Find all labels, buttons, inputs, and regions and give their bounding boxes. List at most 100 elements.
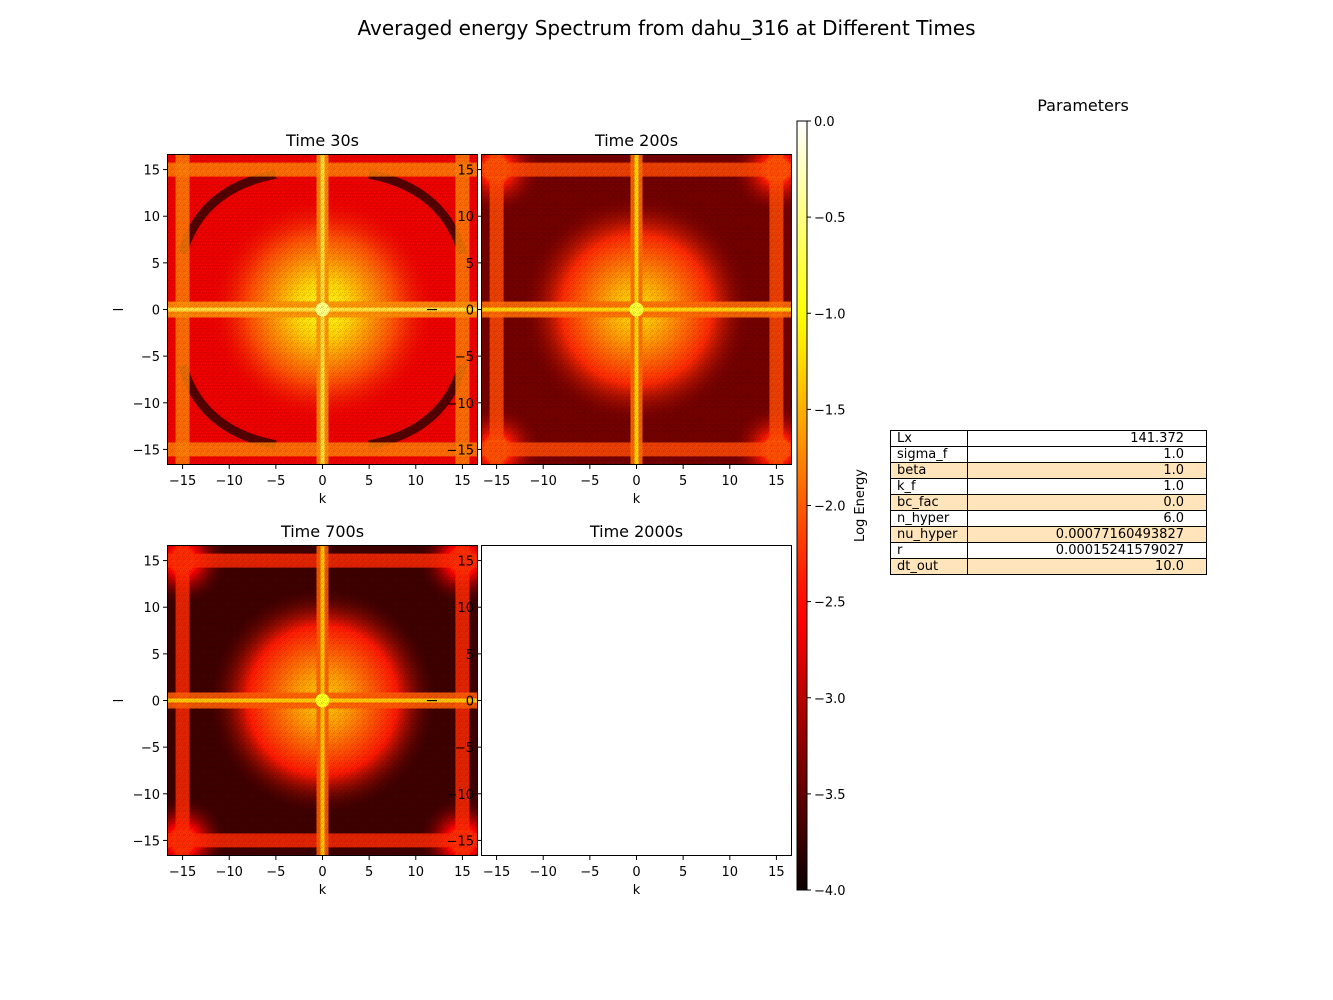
parameters-table: Lx 141.372 sigma_f 1.0 beta 1.0 k_f 1.0 bc_fac 0.…	[890, 430, 1207, 575]
y-tick-label: −15	[133, 443, 160, 458]
x-tick-label: 15	[454, 474, 471, 489]
x-tick-label: −15	[483, 865, 510, 880]
empty-panel	[481, 545, 792, 856]
parameter-name: beta	[890, 462, 968, 479]
x-tick-label: −10	[529, 865, 556, 880]
y-tick-label: −5	[141, 741, 160, 756]
parameter-row: r 0.00015241579027	[890, 542, 1207, 559]
y-tick-label: 15	[143, 164, 160, 179]
x-tick-label: 5	[365, 865, 373, 880]
y-tick-label: 15	[457, 164, 474, 179]
parameter-name: n_hyper	[890, 510, 968, 527]
heatmap-panel-2	[481, 154, 792, 465]
colorbar	[796, 120, 808, 891]
figure-title: Averaged energy Spectrum from dahu_316 a…	[357, 16, 976, 40]
y-tick-label: 10	[143, 210, 160, 225]
y-tick-label: −5	[455, 350, 474, 365]
panel-title: Time 2000s	[589, 522, 683, 541]
x-axis-label: k	[319, 883, 327, 898]
parameter-name: sigma_f	[890, 446, 968, 463]
parameter-name: bc_fac	[890, 494, 968, 511]
parameter-row: dt_out 10.0	[890, 558, 1207, 575]
parameter-row: sigma_f 1.0	[890, 446, 1207, 463]
y-tick-label: 0	[152, 695, 160, 710]
y-axis-label: l	[426, 308, 441, 312]
colorbar-tick-label: −0.5	[814, 211, 846, 226]
x-tick-label: 0	[632, 865, 640, 880]
x-tick-label: −15	[169, 474, 196, 489]
colorbar-tick-label: −3.0	[814, 692, 846, 707]
parameter-row: n_hyper 6.0	[890, 510, 1207, 527]
parameter-value: 6.0	[967, 510, 1207, 527]
panel-title: Time 700s	[280, 522, 364, 541]
y-tick-label: −15	[447, 443, 474, 458]
colorbar-tick-label: −1.5	[814, 403, 846, 418]
x-tick-label: −15	[483, 474, 510, 489]
parameter-value: 0.00077160493827	[967, 526, 1207, 543]
heatmap-panel-3	[167, 545, 478, 856]
x-tick-label: 10	[722, 474, 739, 489]
x-tick-label: 5	[679, 865, 687, 880]
panel-title: Time 30s	[285, 131, 359, 150]
parameter-value: 0.00015241579027	[967, 542, 1207, 559]
colorbar-label: Log Energy	[853, 469, 868, 542]
x-tick-label: −15	[169, 865, 196, 880]
x-tick-label: 15	[768, 474, 785, 489]
parameter-name: k_f	[890, 478, 968, 495]
noise-texture	[167, 545, 478, 856]
panel-frame	[481, 545, 792, 856]
colorbar-tick-label: −2.5	[814, 596, 846, 611]
y-tick-label: 0	[152, 304, 160, 319]
parameter-row: k_f 1.0	[890, 478, 1207, 495]
colorbar-tick-label: 0.0	[814, 115, 835, 130]
y-tick-label: 10	[457, 601, 474, 616]
x-tick-label: −5	[266, 865, 285, 880]
y-tick-label: 10	[143, 601, 160, 616]
colorbar-tick-label: −2.0	[814, 500, 846, 515]
heatmap-panel-4	[481, 545, 792, 856]
parameter-row: Lx 141.372	[890, 430, 1207, 447]
y-tick-label: −10	[447, 397, 474, 412]
y-tick-label: −5	[455, 741, 474, 756]
y-tick-label: 0	[466, 304, 474, 319]
parameter-name: r	[890, 542, 968, 559]
x-tick-label: −5	[266, 474, 285, 489]
x-tick-label: 10	[408, 865, 425, 880]
x-axis-label: k	[633, 492, 641, 507]
parameter-row: bc_fac 0.0	[890, 494, 1207, 511]
y-axis-label: l	[426, 699, 441, 703]
x-tick-label: 0	[318, 474, 326, 489]
x-tick-label: 10	[722, 865, 739, 880]
y-tick-label: 15	[143, 555, 160, 570]
x-tick-label: −5	[580, 865, 599, 880]
noise-texture	[167, 154, 478, 465]
colorbar-tick-label: −4.0	[814, 884, 846, 899]
y-tick-label: 5	[152, 257, 160, 272]
colorbar-tick-label: −3.5	[814, 788, 846, 803]
y-tick-label: −5	[141, 350, 160, 365]
x-tick-label: −5	[580, 474, 599, 489]
y-tick-label: −15	[133, 834, 160, 849]
panel-frame	[481, 154, 792, 465]
parameter-value: 1.0	[967, 462, 1207, 479]
parameter-value: 1.0	[967, 478, 1207, 495]
parameter-value: 0.0	[967, 494, 1207, 511]
x-axis-label: k	[633, 883, 641, 898]
parameter-name: Lx	[890, 430, 968, 447]
x-tick-label: 0	[632, 474, 640, 489]
y-tick-label: −10	[447, 788, 474, 803]
x-tick-label: 0	[318, 865, 326, 880]
y-tick-label: −10	[133, 788, 160, 803]
x-tick-label: −10	[529, 474, 556, 489]
y-tick-label: −15	[447, 834, 474, 849]
parameter-name: nu_hyper	[890, 526, 968, 543]
x-tick-label: 15	[454, 865, 471, 880]
x-tick-label: 5	[365, 474, 373, 489]
parameter-value: 1.0	[967, 446, 1207, 463]
y-tick-label: 15	[457, 555, 474, 570]
x-tick-label: −10	[215, 474, 242, 489]
parameters-title: Parameters	[1037, 96, 1129, 115]
x-axis-label: k	[319, 492, 327, 507]
parameter-row: nu_hyper 0.00077160493827	[890, 526, 1207, 543]
